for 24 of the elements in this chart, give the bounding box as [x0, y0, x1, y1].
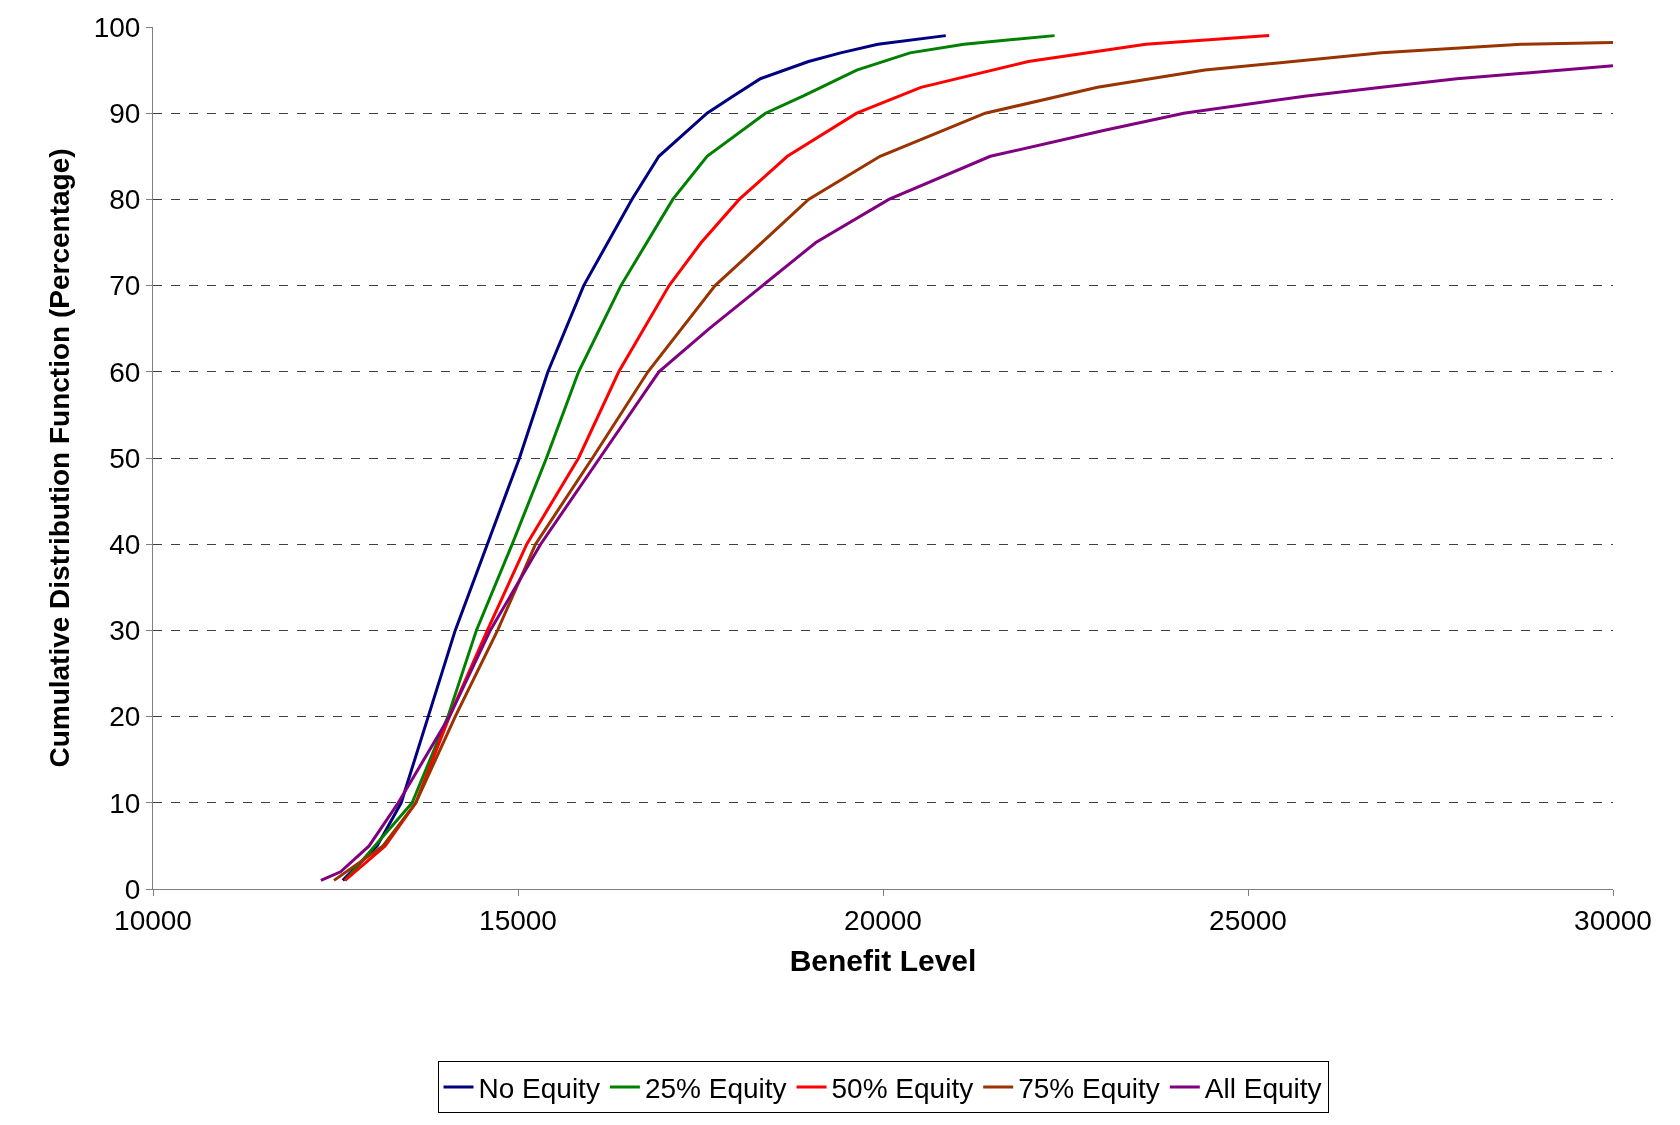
x-tick-label: 30000 — [1574, 904, 1652, 936]
y-tick-label: 100 — [93, 11, 141, 43]
y-tick-label: 80 — [109, 184, 141, 216]
y-tick-label: 20 — [109, 701, 141, 733]
x-tick-label: 15000 — [479, 904, 557, 936]
x-tick-label: 10000 — [114, 904, 192, 936]
legend-label: 50% Equity — [831, 1073, 974, 1105]
y-tick-label: 90 — [109, 98, 141, 129]
y-tick-label: 60 — [109, 356, 141, 388]
y-tick-label: 30 — [109, 615, 141, 647]
y-axis-title: Cumulative Distribution Function (Percentage) — [44, 148, 76, 768]
legend-label: 75% Equity — [1018, 1073, 1160, 1105]
y-tick-label: 50 — [109, 442, 141, 474]
x-tick-label: 20000 — [844, 904, 922, 936]
legend-label: All Equity — [1204, 1073, 1322, 1105]
y-tick-label: 0 — [124, 873, 141, 905]
x-tick-label: 25000 — [1209, 904, 1287, 936]
legend-label: No Equity — [478, 1073, 600, 1105]
y-tick-label: 70 — [109, 270, 141, 302]
x-axis-title: Benefit Level — [789, 944, 977, 978]
legend-label: 25% Equity — [644, 1073, 787, 1105]
y-tick-label: 10 — [109, 787, 141, 819]
y-tick-label: 40 — [109, 529, 141, 560]
line-series — [341, 34, 948, 882]
